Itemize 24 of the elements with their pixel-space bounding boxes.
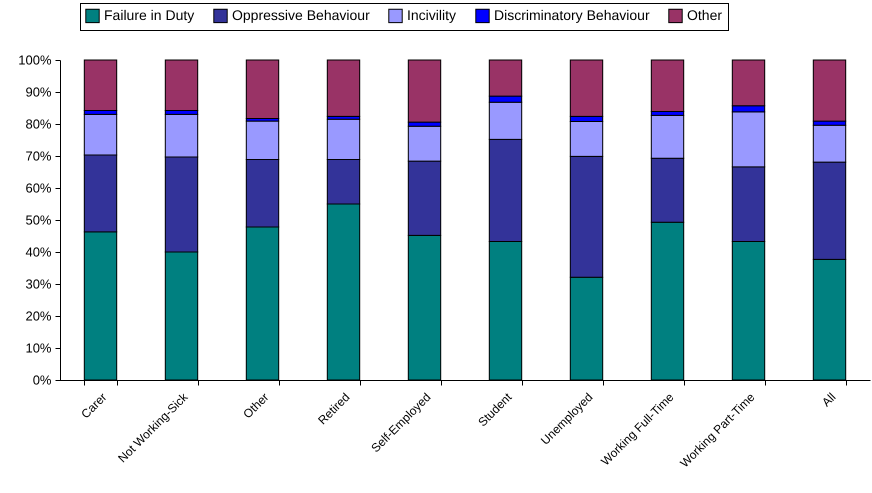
- y-tick-label: 50%: [25, 212, 52, 228]
- legend-label: Oppressive Behaviour: [232, 6, 370, 23]
- legend-label: Failure in Duty: [104, 6, 194, 23]
- y-tick-label: 100%: [18, 52, 52, 68]
- bar: [164, 60, 198, 112]
- bar: [408, 60, 442, 123]
- bar: [326, 60, 360, 117]
- bar: [650, 60, 684, 112]
- legend-label: Discriminatory Behaviour: [494, 6, 650, 23]
- legend-label: Incivility: [407, 6, 456, 23]
- bar: [84, 60, 118, 112]
- y-tick-label: 80%: [25, 116, 52, 132]
- bar: [812, 60, 846, 122]
- y-tick-label: 90%: [25, 84, 52, 100]
- y-tick-label: 20%: [25, 308, 52, 324]
- y-tick-label: 70%: [25, 148, 52, 164]
- y-tick-label: 60%: [25, 180, 52, 196]
- bar: [246, 60, 280, 120]
- y-tick-label: 10%: [25, 340, 52, 356]
- y-tick-label: 40%: [25, 244, 52, 260]
- y-tick-label: 30%: [25, 276, 52, 292]
- y-tick-label: 0%: [32, 372, 52, 388]
- legend-label: Other: [687, 6, 722, 23]
- x-tick-label: All: [819, 390, 838, 410]
